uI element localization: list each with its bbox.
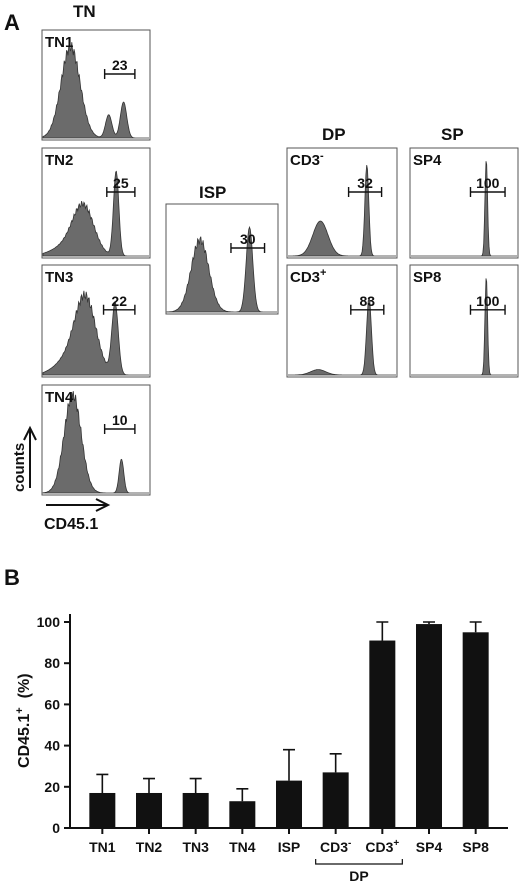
dp-bracket-label: DP xyxy=(349,868,368,884)
error-bar xyxy=(329,753,342,773)
gate-marker xyxy=(469,304,506,315)
error-bar xyxy=(423,621,435,625)
group-label-sp: SP xyxy=(441,125,464,144)
histogram-frame xyxy=(165,203,279,315)
histogram-sp4: 100 SP4 xyxy=(409,147,519,259)
panel-b-letter: B xyxy=(4,565,20,590)
y-tick-label: 40 xyxy=(44,738,60,754)
bar-sp4 xyxy=(416,624,442,828)
x-tick-label: SP8 xyxy=(462,839,489,855)
gate-percent: 30 xyxy=(240,231,256,247)
x-tick-label: TN1 xyxy=(89,839,116,855)
bar-tn2 xyxy=(136,792,162,828)
bar-cd3+ xyxy=(369,640,396,828)
histogram-curve xyxy=(42,391,149,494)
histogram-name: TN1 xyxy=(45,34,73,51)
histogram-cd3-minus: 32 CD3- xyxy=(286,147,398,259)
bar-tn1 xyxy=(89,792,116,828)
group-label-isp: ISP xyxy=(199,183,226,202)
x-tick-label: SP4 xyxy=(416,839,443,855)
gate-percent: 25 xyxy=(113,175,129,191)
gate-percent: 100 xyxy=(476,293,500,309)
y-tick-label: 60 xyxy=(44,696,60,712)
histogram-curve xyxy=(42,170,149,257)
bar-chart: 0 20 40 60 80 100 TN1 TN2 TN3 TN4 ISP CD3- CD3+ SP4 SP… xyxy=(37,614,508,884)
histogram-name: CD3+ xyxy=(290,267,326,286)
histogram-name: TN4 xyxy=(45,389,74,406)
histogram-frame xyxy=(41,384,151,496)
gate-percent: 22 xyxy=(111,293,127,309)
histogram-name: TN3 xyxy=(45,269,73,286)
histogram-curve xyxy=(411,278,517,376)
group-label-tn: TN xyxy=(73,2,96,21)
histogram-frame xyxy=(286,147,398,259)
bar-sp8 xyxy=(462,632,489,828)
histogram-frame xyxy=(286,264,398,378)
gate-percent: 23 xyxy=(112,57,128,73)
y-tick-label: 80 xyxy=(44,655,60,671)
x-axis-label-cd45: CD45.1 xyxy=(44,516,98,533)
histogram-isp: 30 xyxy=(165,203,279,315)
bar-isp xyxy=(276,780,302,828)
error-bar xyxy=(469,621,482,633)
bar-tn4 xyxy=(229,801,256,828)
histogram-name: SP4 xyxy=(413,152,442,169)
y-axis-arrow xyxy=(23,425,37,488)
error-bar xyxy=(143,777,155,793)
histogram-frame xyxy=(409,264,519,378)
gate-percent: 32 xyxy=(357,175,373,191)
panel-a-letter: A xyxy=(4,10,20,35)
gate-marker xyxy=(102,304,136,315)
x-tick-label: TN4 xyxy=(229,839,256,855)
histogram-curve xyxy=(42,42,149,139)
gate-marker xyxy=(230,243,266,253)
histogram-curve xyxy=(288,165,396,257)
gate-marker xyxy=(347,187,383,197)
x-tick-label: ISP xyxy=(278,839,301,855)
histogram-cd3-plus: 83 CD3+ xyxy=(286,264,398,378)
histogram-curve xyxy=(42,290,149,376)
histogram-tn3: 22 TN3 xyxy=(41,264,151,378)
x-tick-label: CD3+ xyxy=(365,838,399,855)
dp-bracket xyxy=(315,859,403,865)
error-bar xyxy=(96,773,109,793)
histogram-sp8: 100 SP8 xyxy=(409,264,519,378)
histogram-curve xyxy=(411,161,517,257)
gate-marker xyxy=(469,187,506,197)
histogram-frame xyxy=(409,147,519,259)
x-tick-label: CD3- xyxy=(320,838,351,855)
error-bar xyxy=(189,777,202,793)
x-tick-label: TN3 xyxy=(182,839,209,855)
histogram-panels: 23 TN1 25 TN2 22 TN3 10 TN4 30 32 CD3- 83 CD3+ 100 SP4… xyxy=(41,29,519,496)
x-axis-arrow xyxy=(46,498,111,512)
histogram-curve xyxy=(288,297,396,376)
y-axis-label-counts: counts xyxy=(11,443,28,492)
y-tick-label: 100 xyxy=(37,614,61,630)
error-bar xyxy=(236,788,249,802)
error-bar xyxy=(283,748,295,781)
y-tick-label: 0 xyxy=(52,820,60,836)
y-tick-label: 20 xyxy=(44,779,60,795)
gate-percent: 100 xyxy=(476,175,500,191)
histogram-name: CD3- xyxy=(290,150,324,169)
gate-marker xyxy=(103,69,136,79)
error-bar xyxy=(376,621,389,641)
bar-cd3- xyxy=(322,772,349,828)
histogram-tn2: 25 TN2 xyxy=(41,147,151,259)
bar-tn3 xyxy=(182,792,209,828)
gate-marker xyxy=(103,424,136,434)
gate-percent: 83 xyxy=(360,293,376,309)
gate-marker xyxy=(106,187,136,197)
histogram-tn1: 23 TN1 xyxy=(41,29,151,141)
x-tick-label: TN2 xyxy=(136,839,163,855)
y-axis-title: CD45.1+(%) xyxy=(14,673,33,768)
histogram-name: SP8 xyxy=(413,269,441,286)
group-label-dp: DP xyxy=(322,125,346,144)
histogram-name: TN2 xyxy=(45,152,73,169)
gate-percent: 10 xyxy=(112,412,128,428)
gate-marker xyxy=(350,304,385,315)
histogram-tn4: 10 TN4 xyxy=(41,384,151,496)
